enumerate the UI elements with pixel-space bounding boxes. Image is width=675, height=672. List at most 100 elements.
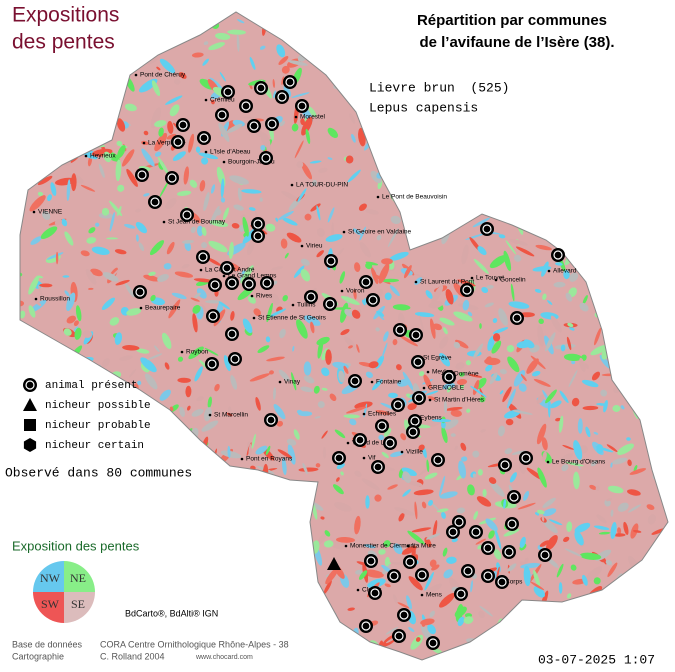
- slope-patch: [494, 528, 502, 550]
- slope-patch: [579, 357, 586, 372]
- slope-patch: [531, 370, 541, 377]
- slope-patch: [257, 345, 270, 353]
- slope-patch: [493, 170, 498, 177]
- slope-patch: [568, 370, 578, 388]
- slope-patch: [665, 481, 668, 501]
- slope-patch: [493, 110, 499, 133]
- town-dot: [546, 460, 550, 464]
- slope-patch: [155, 532, 164, 546]
- slope-patch: [205, 556, 211, 562]
- slope-patch: [462, 299, 470, 311]
- slope-patch: [293, 429, 300, 440]
- marker-core: [485, 227, 489, 231]
- slope-patch: [639, 609, 657, 614]
- slope-patch: [462, 54, 469, 67]
- slope-patch: [292, 575, 300, 583]
- slope-patch: [518, 383, 527, 392]
- slope-patch: [325, 567, 339, 585]
- slope-patch: [280, 495, 286, 514]
- slope-patch: [294, 628, 302, 637]
- slope-patch: [473, 258, 489, 274]
- marker-ring: [483, 571, 493, 581]
- slope-patch: [105, 57, 115, 61]
- slope-patch: [443, 204, 455, 214]
- slope-patch: [596, 514, 607, 524]
- slope-patch: [140, 621, 145, 627]
- slope-patch: [74, 73, 87, 81]
- slope-patch: [548, 67, 567, 74]
- slope-patch: [615, 614, 632, 620]
- slope-patch: [620, 405, 625, 410]
- slope-patch: [31, 296, 42, 307]
- slope-patch: [577, 192, 586, 199]
- slope-patch: [503, 250, 512, 272]
- slope-patch: [420, 618, 435, 626]
- slope-patch: [95, 222, 100, 227]
- slope-patch: [431, 564, 440, 571]
- town-label: Heyrieux: [90, 153, 116, 160]
- slope-patch: [195, 453, 214, 465]
- slope-patch: [545, 119, 551, 140]
- slope-patch: [207, 396, 212, 409]
- slope-patch: [166, 241, 175, 255]
- slope-patch: [664, 631, 668, 640]
- slope-patch: [439, 336, 449, 349]
- slope-patch: [623, 521, 629, 535]
- slope-patch: [383, 427, 392, 437]
- slope-patch: [227, 406, 232, 413]
- slope-patch: [404, 264, 412, 279]
- slope-patch: [220, 558, 229, 567]
- slope-patch: [367, 578, 386, 589]
- slope-patch: [413, 118, 430, 133]
- slope-patch: [424, 572, 434, 591]
- slope-patch: [159, 58, 176, 74]
- slope-patch: [663, 32, 668, 37]
- slope-patch: [352, 228, 362, 236]
- slope-patch: [455, 149, 467, 170]
- slope-patch: [545, 332, 556, 352]
- legend-hexagon: [23, 438, 37, 452]
- slope-patch: [64, 290, 70, 297]
- slope-patch: [489, 372, 498, 385]
- slope-patch: [519, 55, 527, 65]
- slope-patch: [291, 372, 297, 391]
- slope-patch: [617, 443, 635, 455]
- slope-patch: [274, 451, 279, 460]
- slope-patch: [291, 92, 310, 98]
- slope-patch: [526, 222, 530, 232]
- slope-patch: [196, 225, 204, 237]
- slope-patch: [643, 317, 649, 323]
- slope-patch: [98, 487, 103, 494]
- slope-patch: [656, 210, 668, 218]
- slope-patch: [236, 19, 245, 24]
- slope-patch: [343, 414, 360, 419]
- slope-patch: [248, 598, 259, 610]
- slope-patch: [507, 563, 517, 572]
- slope-patch: [490, 150, 510, 159]
- slope-patch: [204, 347, 219, 356]
- marker-ring: [385, 438, 395, 448]
- slope-patch: [520, 199, 529, 206]
- slope-patch: [643, 29, 649, 40]
- slope-patch: [484, 302, 494, 308]
- marker-core: [507, 550, 511, 554]
- slope-patch: [370, 12, 378, 16]
- slope-patch: [525, 212, 547, 218]
- slope-patch: [615, 72, 620, 78]
- marker-ring: [150, 197, 160, 207]
- subtitle-line: de l’avifaune de l’Isère (38).: [419, 34, 614, 51]
- slope-patch: [505, 240, 517, 255]
- slope-patch: [472, 217, 491, 228]
- slope-patch: [625, 308, 641, 315]
- slope-patch: [20, 490, 26, 499]
- slope-patch: [559, 390, 569, 404]
- slope-patch: [627, 261, 634, 278]
- slope-patch: [479, 396, 486, 403]
- slope-patch: [191, 52, 204, 58]
- slope-patch: [613, 238, 618, 245]
- slope-patch: [428, 301, 443, 309]
- slope-patch: [482, 123, 496, 140]
- slope-patch: [478, 610, 485, 619]
- slope-patch: [133, 624, 150, 632]
- slope-patch: [166, 133, 177, 140]
